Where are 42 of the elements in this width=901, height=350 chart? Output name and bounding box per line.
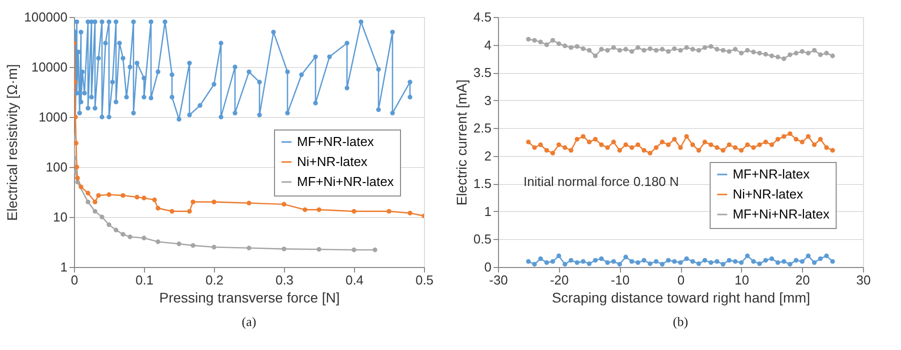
y-tick-label: 1 [484,204,492,219]
y-tick-label: 100 [46,160,68,174]
x-tick-label: -10 [610,272,630,288]
legend-label: MF+NR-latex [297,134,374,149]
x-tick-label: 0.2 [205,272,224,288]
y-tick-label: 4 [484,37,492,52]
y-axis-title: Electric current [mA] [453,79,470,206]
legend-label: Ni+NR-latex [732,186,804,202]
y-tick-label: 4.5 [473,10,492,24]
x-tick-label: 10 [734,272,750,288]
y-tick-label: 1.5 [473,176,492,192]
y-tick-label: 2.5 [473,120,492,136]
legend-label: MF+NR-latex [732,166,810,182]
x-tick-label: -20 [550,272,569,288]
x-tick-label: 0.5 [415,272,434,288]
y-tick-label: 3 [484,92,492,108]
x-tick-label: -30 [489,272,508,288]
y-tick-label: 100000 [24,10,68,24]
x-tick-label: 0.4 [345,272,364,288]
x-tick-label: 20 [795,272,810,288]
legend-label: MF+Ni+NR-latex [297,174,394,189]
legend-label: Ni+NR-latex [297,154,368,169]
y-axis-title: Electrical resistivity [Ω·m] [4,64,20,221]
text: (a) [242,314,256,329]
x-tick-label: 0 [70,272,78,288]
y-tick-label: 10000 [31,60,68,74]
legend-label: MF+Ni+NR-latex [732,206,830,222]
x-tick-label: 0.3 [275,272,294,288]
x-axis-title: Pressing transverse force [N] [159,290,340,306]
y-tick-label: 0 [484,260,492,274]
x-tick-label: 0 [677,272,685,288]
annotation: Initial normal force 0.180 N [524,174,679,189]
x-tick-label: 30 [856,272,871,288]
y-tick-label: 0.5 [473,232,492,247]
y-tick-label: 1 [60,260,68,274]
text: (b) [672,314,688,329]
y-tick-label: 1000 [38,110,68,124]
x-axis-title: Scraping distance toward right hand [mm] [552,290,810,306]
x-tick-label: 0.1 [135,272,154,288]
y-tick-label: 3.5 [473,65,492,80]
y-tick-label: 10 [53,210,68,224]
y-tick-label: 2 [484,148,492,164]
